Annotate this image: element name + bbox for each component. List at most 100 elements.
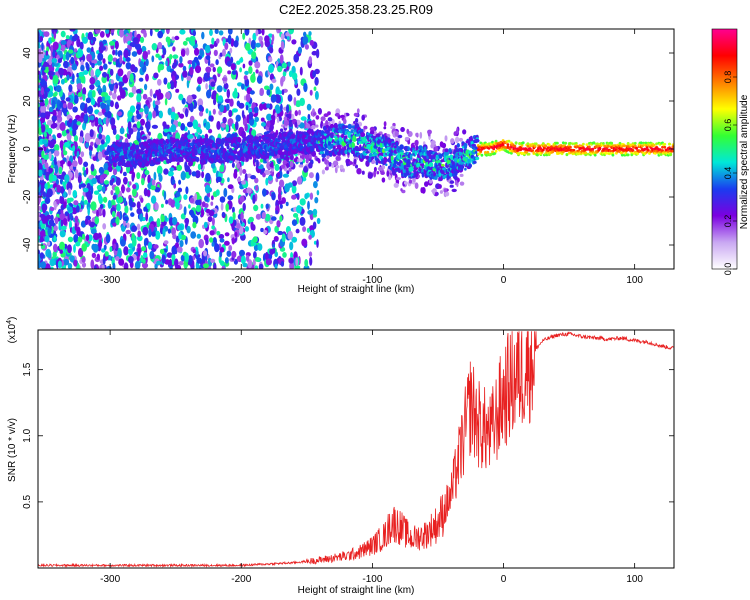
spectrogram-cell [111, 92, 117, 100]
spectrogram-cell [172, 216, 178, 226]
spectrogram-cell [44, 162, 49, 169]
spectrogram-cell [166, 29, 170, 35]
spectrogram-cell [159, 63, 165, 71]
spectrogram-cell [214, 243, 220, 253]
spectrogram-cell [277, 230, 284, 236]
spectrogram-cell [170, 124, 177, 133]
spectrogram-cell [62, 53, 66, 62]
spectrogram-cell [119, 54, 123, 64]
spectrogram-cell [91, 177, 97, 185]
spectrogram-cell [289, 241, 294, 251]
spectrogram-cell [48, 167, 54, 173]
spectrogram-cell [141, 135, 148, 141]
spectrogram-cell [196, 126, 201, 133]
spectrogram-cell [115, 84, 119, 89]
spectrogram-cell [48, 141, 54, 147]
spectrogram-cell [100, 92, 106, 97]
spectrogram-cell [179, 240, 184, 248]
spectrogram-cell [105, 95, 111, 100]
spectrogram-cell [82, 87, 87, 96]
spectrogram-cell [219, 238, 225, 243]
spectrogram-cell [118, 81, 125, 87]
spectrogram-cell [221, 211, 225, 217]
spectrogram-cell [246, 187, 252, 194]
spectrogram-ridge-cell [249, 156, 253, 160]
spectrogram-cell [76, 121, 82, 126]
spectrogram-cell [54, 200, 57, 211]
spectrogram-cell [111, 210, 116, 218]
spectrogram-cell [227, 70, 232, 75]
spectrogram-ridge-cell [441, 163, 445, 167]
spectrogram-cell [201, 31, 205, 40]
spectrogram-cell [47, 70, 55, 76]
spectrogram-cell [220, 260, 225, 267]
spectrogram-cell [315, 48, 320, 59]
spectrogram-cell [129, 112, 134, 117]
spectrogram-cell [276, 90, 284, 95]
spectrogram-cell [85, 62, 89, 67]
spectrogram-cell [38, 205, 42, 211]
spectrogram-cell [118, 258, 125, 266]
spectrogram-cell [115, 58, 119, 68]
spectrogram-cell [271, 34, 275, 42]
spectrogram-cell [321, 169, 325, 175]
spectrogram-cell [294, 110, 298, 117]
spectrogram-cell [62, 218, 68, 226]
spectrogram-cell [274, 163, 280, 172]
spectrogram-cell [44, 196, 51, 205]
figure-title: C2E2.2025.358.23.25.R09 [279, 2, 433, 17]
spectrogram-cell [98, 193, 102, 203]
spectrogram-cell [131, 85, 137, 95]
spectrogram-cell [219, 247, 225, 253]
spectrogram-cell [314, 90, 319, 100]
spectrogram-cell [419, 131, 423, 139]
spectrogram-cell [38, 43, 41, 49]
spectrogram-cell [231, 237, 235, 245]
spectrogram-cell [178, 62, 184, 68]
spectrogram-cell [154, 263, 158, 269]
spectrogram-cell [63, 141, 70, 148]
spectrogram-cell [146, 121, 151, 131]
spectrogram-cell [177, 224, 183, 231]
spectrogram-cell [242, 32, 246, 40]
spectrogram-cell [65, 35, 70, 40]
spectrogram-cell [51, 122, 58, 129]
spectrogram-cell [119, 29, 124, 38]
spectrogram-cell [293, 96, 297, 106]
spectrogram-cell [339, 164, 344, 170]
spectrogram-cell [91, 62, 95, 69]
spectrogram-cell [208, 115, 212, 122]
spectrogram-cell [213, 49, 218, 57]
spectrogram-cell [253, 204, 259, 212]
spectrogram-cell [239, 166, 243, 176]
spectrogram-cell [233, 40, 239, 48]
spectrogram-cell [299, 97, 306, 107]
spectrogram-cell [293, 53, 300, 63]
spectrogram-cell [400, 127, 405, 132]
spectrogram-ridge-cell [428, 162, 434, 168]
spectrogram-cell [155, 89, 159, 96]
spectrogram-cell [195, 250, 199, 256]
spectrogram-ridge-cell [180, 157, 184, 162]
spectrogram-cell [201, 171, 205, 179]
spectrogram-cell [244, 226, 249, 232]
spectrogram-ridge-cell [491, 140, 494, 144]
spectrogram-cell [203, 250, 208, 257]
spectrogram-cell [137, 230, 142, 238]
spectrogram-cell [196, 257, 202, 264]
spectrogram-ridge-cell [126, 142, 130, 148]
spectrogram-ridge-cell [256, 139, 260, 144]
spectrogram-cell [237, 82, 243, 87]
spectrogram-cell [229, 47, 233, 54]
spectrogram-cell [87, 105, 94, 115]
spectrogram-cell [210, 201, 214, 206]
spectrogram-cell [275, 177, 279, 183]
spectrogram-cell [312, 70, 316, 78]
spectrogram-cell [381, 177, 386, 183]
spectrogram-cell [52, 41, 59, 51]
spectrogram-cell [356, 168, 362, 175]
spectrogram-cell [315, 172, 320, 182]
spectrogram-cell [268, 33, 273, 38]
spectrogram-cell [282, 173, 289, 178]
spectrogram-cell [278, 159, 282, 163]
